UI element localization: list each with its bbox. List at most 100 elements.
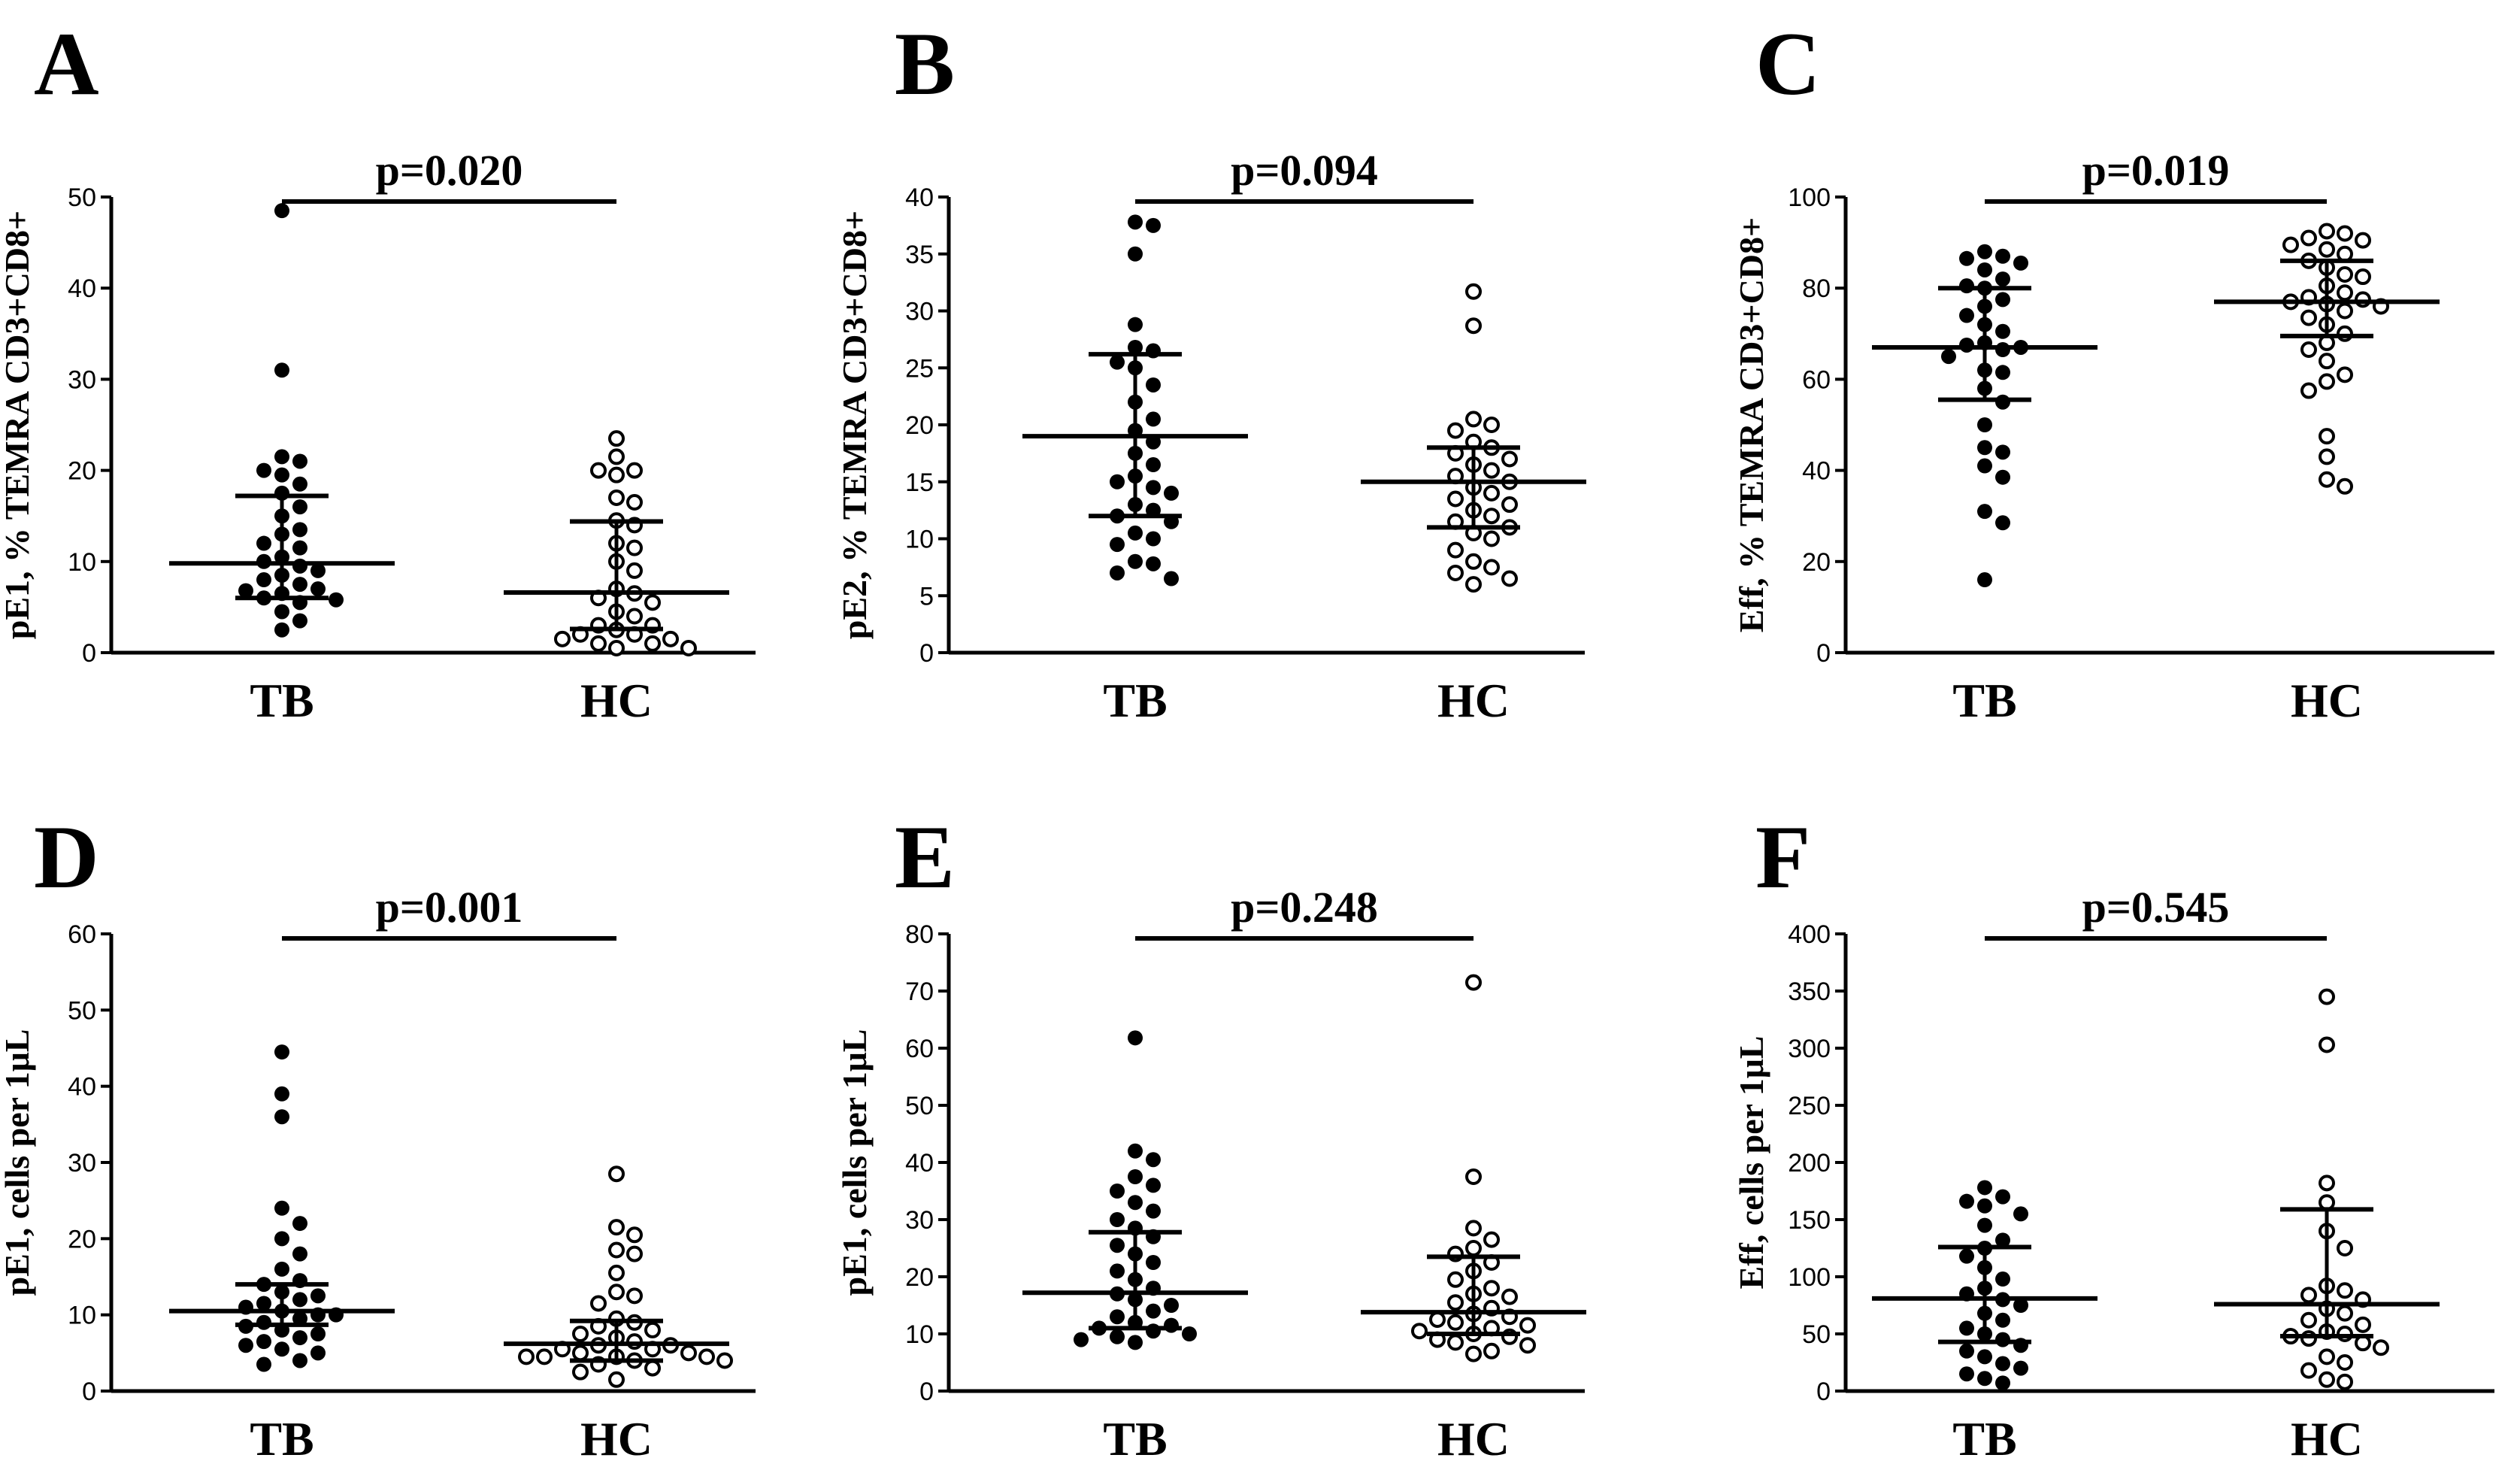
data-point	[608, 489, 625, 506]
data-point	[2319, 1174, 2335, 1192]
data-point	[608, 466, 625, 483]
data-point	[1995, 1332, 2010, 1347]
data-point	[2337, 1240, 2353, 1256]
data-point	[1146, 457, 1161, 473]
data-point	[1959, 1193, 1974, 1209]
data-point	[2300, 382, 2317, 399]
y-tick-label: 20	[68, 457, 96, 486]
data-point	[1483, 1280, 1500, 1297]
data-point	[1995, 1271, 2010, 1287]
y-tick-label: 50	[68, 996, 96, 1025]
data-point	[329, 592, 344, 608]
y-tick-label: 60	[905, 1035, 934, 1063]
data-point	[1483, 417, 1500, 433]
y-tick-label: 400	[1788, 920, 1831, 949]
y-tick-label: 10	[905, 526, 934, 554]
data-point	[2300, 309, 2317, 326]
category-label-hc: HC	[2291, 674, 2363, 727]
data-point	[2013, 1206, 2028, 1222]
data-point	[2013, 255, 2028, 271]
data-point	[2013, 1298, 2028, 1313]
y-tick-label: 40	[905, 1149, 934, 1178]
y-tick-label: 70	[905, 977, 934, 1006]
y-axis-title: Eff, % TEMRA CD3+CD8+	[1732, 217, 1770, 632]
p-value-label: p=0.020	[376, 146, 523, 195]
data-point	[1447, 1271, 1464, 1288]
data-point	[608, 1371, 625, 1388]
data-point	[2337, 477, 2353, 495]
data-point	[2337, 302, 2353, 320]
y-tick-label: 20	[905, 411, 934, 440]
data-point	[1465, 576, 1482, 593]
data-point	[2300, 1330, 2317, 1347]
data-point	[274, 1044, 289, 1060]
data-point	[626, 539, 643, 556]
data-point	[1995, 271, 2010, 287]
data-point	[310, 581, 326, 597]
data-point	[1465, 1168, 1482, 1185]
data-point	[1128, 1335, 1143, 1350]
data-point	[662, 630, 679, 647]
data-point	[274, 1341, 289, 1357]
data-point	[572, 1344, 589, 1362]
data-point	[1483, 462, 1500, 479]
data-point	[2337, 1282, 2353, 1299]
data-point	[1977, 504, 1992, 520]
panel-a: A 0 10 20 30 40 50 pE1, % TEMRA CD3+CD8+ TB HC p=0…	[0, 14, 756, 727]
y-tick-label: 20	[68, 1225, 96, 1253]
data-point	[292, 453, 307, 469]
y-tick-label: 15	[905, 468, 934, 497]
data-point	[1128, 1030, 1143, 1046]
data-point	[1483, 508, 1500, 525]
data-point	[274, 1200, 289, 1216]
data-point	[608, 1219, 625, 1236]
y-tick-label: 25	[905, 354, 934, 383]
data-point	[1977, 262, 1992, 277]
data-point	[1128, 317, 1143, 332]
data-point	[1959, 1366, 1974, 1382]
data-point	[274, 1086, 289, 1102]
data-point	[1128, 1195, 1143, 1211]
data-point	[2300, 229, 2317, 247]
data-point	[1501, 1288, 1518, 1305]
data-point	[1995, 342, 2010, 358]
data-point	[2337, 325, 2353, 342]
panel-letter: E	[895, 807, 955, 907]
data-point	[698, 1348, 715, 1365]
series-tb	[169, 1044, 395, 1372]
y-tick-label: 20	[1802, 548, 1831, 577]
data-point	[626, 562, 643, 579]
series-hc	[504, 1165, 733, 1388]
series-tb	[1872, 1180, 2097, 1391]
data-point	[1146, 411, 1161, 427]
data-point	[2319, 448, 2335, 465]
data-point	[1995, 248, 2010, 264]
data-point	[1483, 1342, 1500, 1359]
data-point	[1977, 1371, 1992, 1387]
data-point	[572, 1363, 589, 1381]
panel-letter: C	[1755, 14, 1821, 114]
data-point	[256, 1314, 271, 1330]
y-tick-label: 80	[1802, 274, 1831, 303]
data-point	[1959, 1248, 1974, 1264]
data-point	[2337, 1354, 2353, 1371]
data-point	[2319, 1348, 2335, 1365]
data-point	[274, 362, 289, 378]
y-tick-label: 100	[1788, 183, 1831, 212]
panel-letter: B	[895, 14, 955, 114]
data-point	[644, 1359, 661, 1377]
data-point	[2319, 241, 2335, 258]
data-point	[1447, 541, 1464, 559]
y-axis-title: pE1, % TEMRA CD3+CD8+	[0, 211, 36, 639]
data-point	[1977, 1198, 1992, 1214]
data-point	[2319, 1371, 2335, 1388]
data-point	[1995, 1189, 2010, 1205]
y-tick-label: 0	[919, 1378, 934, 1406]
panel-letter: F	[1755, 807, 1810, 907]
y-tick-label: 35	[905, 241, 934, 269]
data-point	[1465, 1345, 1482, 1362]
panel-d: D 0 10 20 30 40 50 60 pE1, cells per 1μL TB HC p=0.…	[0, 807, 756, 1465]
data-point	[2300, 1362, 2317, 1379]
data-point	[590, 462, 607, 479]
y-tick-label: 20	[905, 1263, 934, 1292]
